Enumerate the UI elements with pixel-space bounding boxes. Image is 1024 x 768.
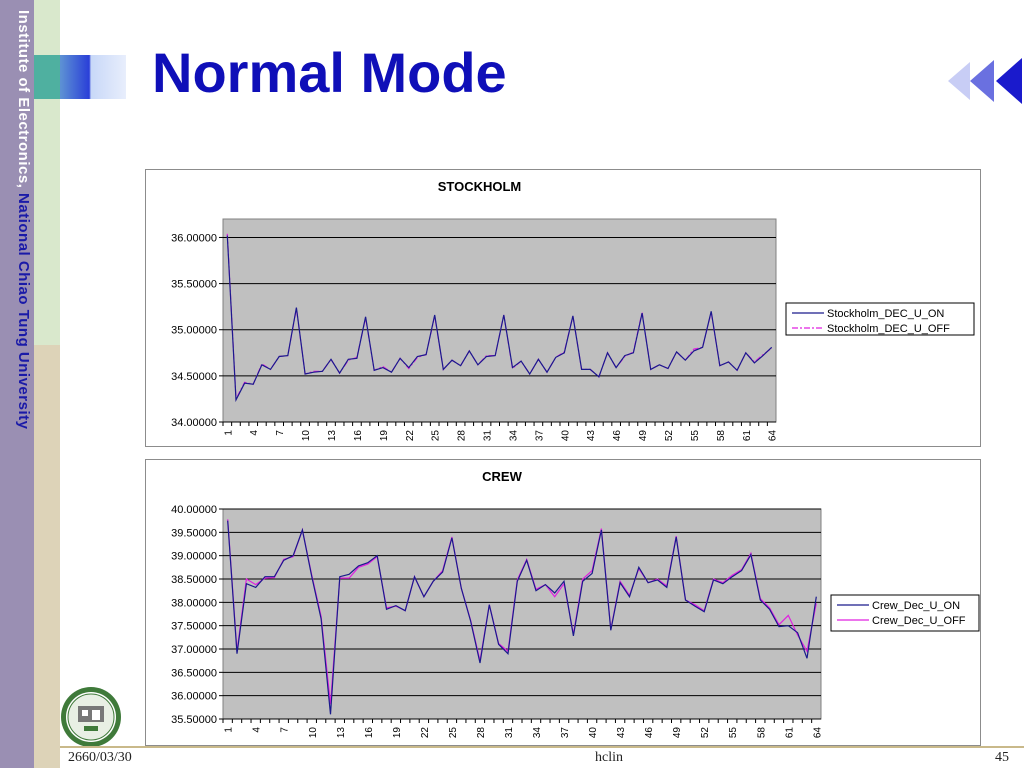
- y-tick-label: 34.50000: [171, 371, 217, 383]
- y-tick-label: 37.50000: [171, 621, 217, 633]
- x-tick-label: 55: [690, 430, 701, 442]
- x-tick-label: 46: [612, 430, 623, 442]
- y-tick-label: 39.00000: [171, 551, 217, 563]
- stockholm-chart: STOCKHOLM 34.00000 34.50000 35.00000 35.5000…: [145, 169, 981, 447]
- footer-author: hclin: [595, 750, 623, 765]
- rewind-arrows-icon[interactable]: [944, 58, 1024, 104]
- institute-text: Institute of Electronics,: [15, 10, 32, 194]
- x-tick-label: 22: [420, 727, 431, 739]
- x-tick-label: 31: [483, 430, 494, 442]
- x-tick-label: 16: [353, 430, 364, 442]
- x-tick-label: 40: [588, 727, 599, 739]
- series-line: [227, 520, 817, 715]
- plot-area: [222, 218, 777, 423]
- legend-label: Stockholm_DEC_U_ON: [827, 308, 944, 320]
- x-tick-label: 37: [534, 430, 545, 442]
- x-tick-label: 10: [301, 430, 312, 442]
- y-tick-label: 36.00000: [171, 691, 217, 703]
- x-tick-label: 64: [812, 727, 823, 739]
- y-tick-label: 35.00000: [171, 325, 217, 337]
- x-tick-label: 25: [431, 430, 442, 442]
- legend-label: Crew_Dec_U_OFF: [872, 615, 966, 627]
- y-tick-label: 37.00000: [171, 644, 217, 656]
- x-tick-label: 7: [275, 430, 286, 436]
- legend-box: [830, 594, 980, 632]
- x-tick-label: 34: [508, 430, 519, 442]
- legend-label: Stockholm_DEC_U_OFF: [827, 323, 950, 335]
- x-tick-label: 43: [616, 727, 627, 739]
- x-tick-label: 34: [532, 727, 543, 739]
- x-tick-label: 1: [223, 430, 234, 436]
- y-tick-label: 36.50000: [171, 667, 217, 679]
- y-tick-label: 36.00000: [171, 232, 217, 244]
- x-tick-label: 28: [457, 430, 468, 442]
- footer-page-number: 45: [995, 750, 1009, 765]
- x-tick-label: 4: [249, 430, 260, 436]
- crew-chart: CREW 35.50000 36.00000 36.50000 37.00000 37.5…: [145, 459, 981, 746]
- x-tick-label: 52: [664, 430, 675, 442]
- footer-divider: [60, 746, 1024, 748]
- sidebar-accent-top: [34, 0, 60, 345]
- y-tick-label: 34.00000: [171, 417, 217, 429]
- chart-title: STOCKHOLM: [438, 179, 522, 194]
- x-tick-label: 19: [392, 727, 403, 739]
- x-tick-label: 49: [638, 430, 649, 442]
- chart-legend: Stockholm_DEC_U_ON Stockholm_DEC_U_OFF: [785, 302, 975, 336]
- y-tick-label: 38.00000: [171, 597, 217, 609]
- x-tick-label: 52: [700, 727, 711, 739]
- x-tick-label: 61: [742, 430, 753, 442]
- x-tick-label: 1: [224, 727, 235, 733]
- x-tick-label: 19: [379, 430, 390, 442]
- legend-box: [785, 302, 975, 336]
- sidebar-band: [0, 0, 34, 768]
- legend-label: Crew_Dec_U_ON: [872, 600, 960, 612]
- footer-date: 2660/03/30: [68, 750, 132, 765]
- y-tick-label: 38.50000: [171, 574, 217, 586]
- university-seal-icon: [61, 687, 121, 747]
- x-tick-label: 55: [728, 727, 739, 739]
- series-line: [226, 235, 773, 403]
- x-tick-label: 49: [672, 727, 683, 739]
- x-tick-label: 43: [586, 430, 597, 442]
- x-tick-label: 4: [252, 727, 263, 733]
- x-tick-label: 31: [504, 727, 515, 739]
- x-tick-label: 13: [327, 430, 338, 442]
- x-tick-label: 7: [280, 727, 291, 733]
- x-tick-label: 37: [560, 727, 571, 739]
- x-tick-label: 40: [560, 430, 571, 442]
- chart-title: CREW: [482, 469, 522, 484]
- x-tick-label: 58: [756, 727, 767, 739]
- title-accent-bar: [34, 55, 126, 99]
- x-tick-label: 46: [644, 727, 655, 739]
- x-tick-label: 61: [784, 727, 795, 739]
- sidebar-accent-bottom: [34, 345, 60, 768]
- page-title: Normal Mode: [152, 41, 507, 104]
- x-tick-label: 58: [716, 430, 727, 442]
- y-tick-label: 40.00000: [171, 504, 217, 516]
- x-tick-label: 25: [448, 727, 459, 739]
- x-tick-label: 22: [405, 430, 416, 442]
- x-tick-label: 28: [476, 727, 487, 739]
- y-tick-label: 39.50000: [171, 527, 217, 539]
- x-tick-label: 16: [364, 727, 375, 739]
- plot-area: [222, 508, 822, 720]
- university-text: National Chiao Tung University: [15, 193, 32, 430]
- x-tick-label: 64: [768, 430, 779, 442]
- x-tick-label: 13: [336, 727, 347, 739]
- y-tick-label: 35.50000: [171, 279, 217, 291]
- x-tick-label: 10: [308, 727, 319, 739]
- y-tick-label: 35.50000: [171, 714, 217, 726]
- institution-label: Institute of Electronics, National Chiao…: [2, 10, 32, 590]
- chart-legend: Crew_Dec_U_ON Crew_Dec_U_OFF: [830, 594, 980, 632]
